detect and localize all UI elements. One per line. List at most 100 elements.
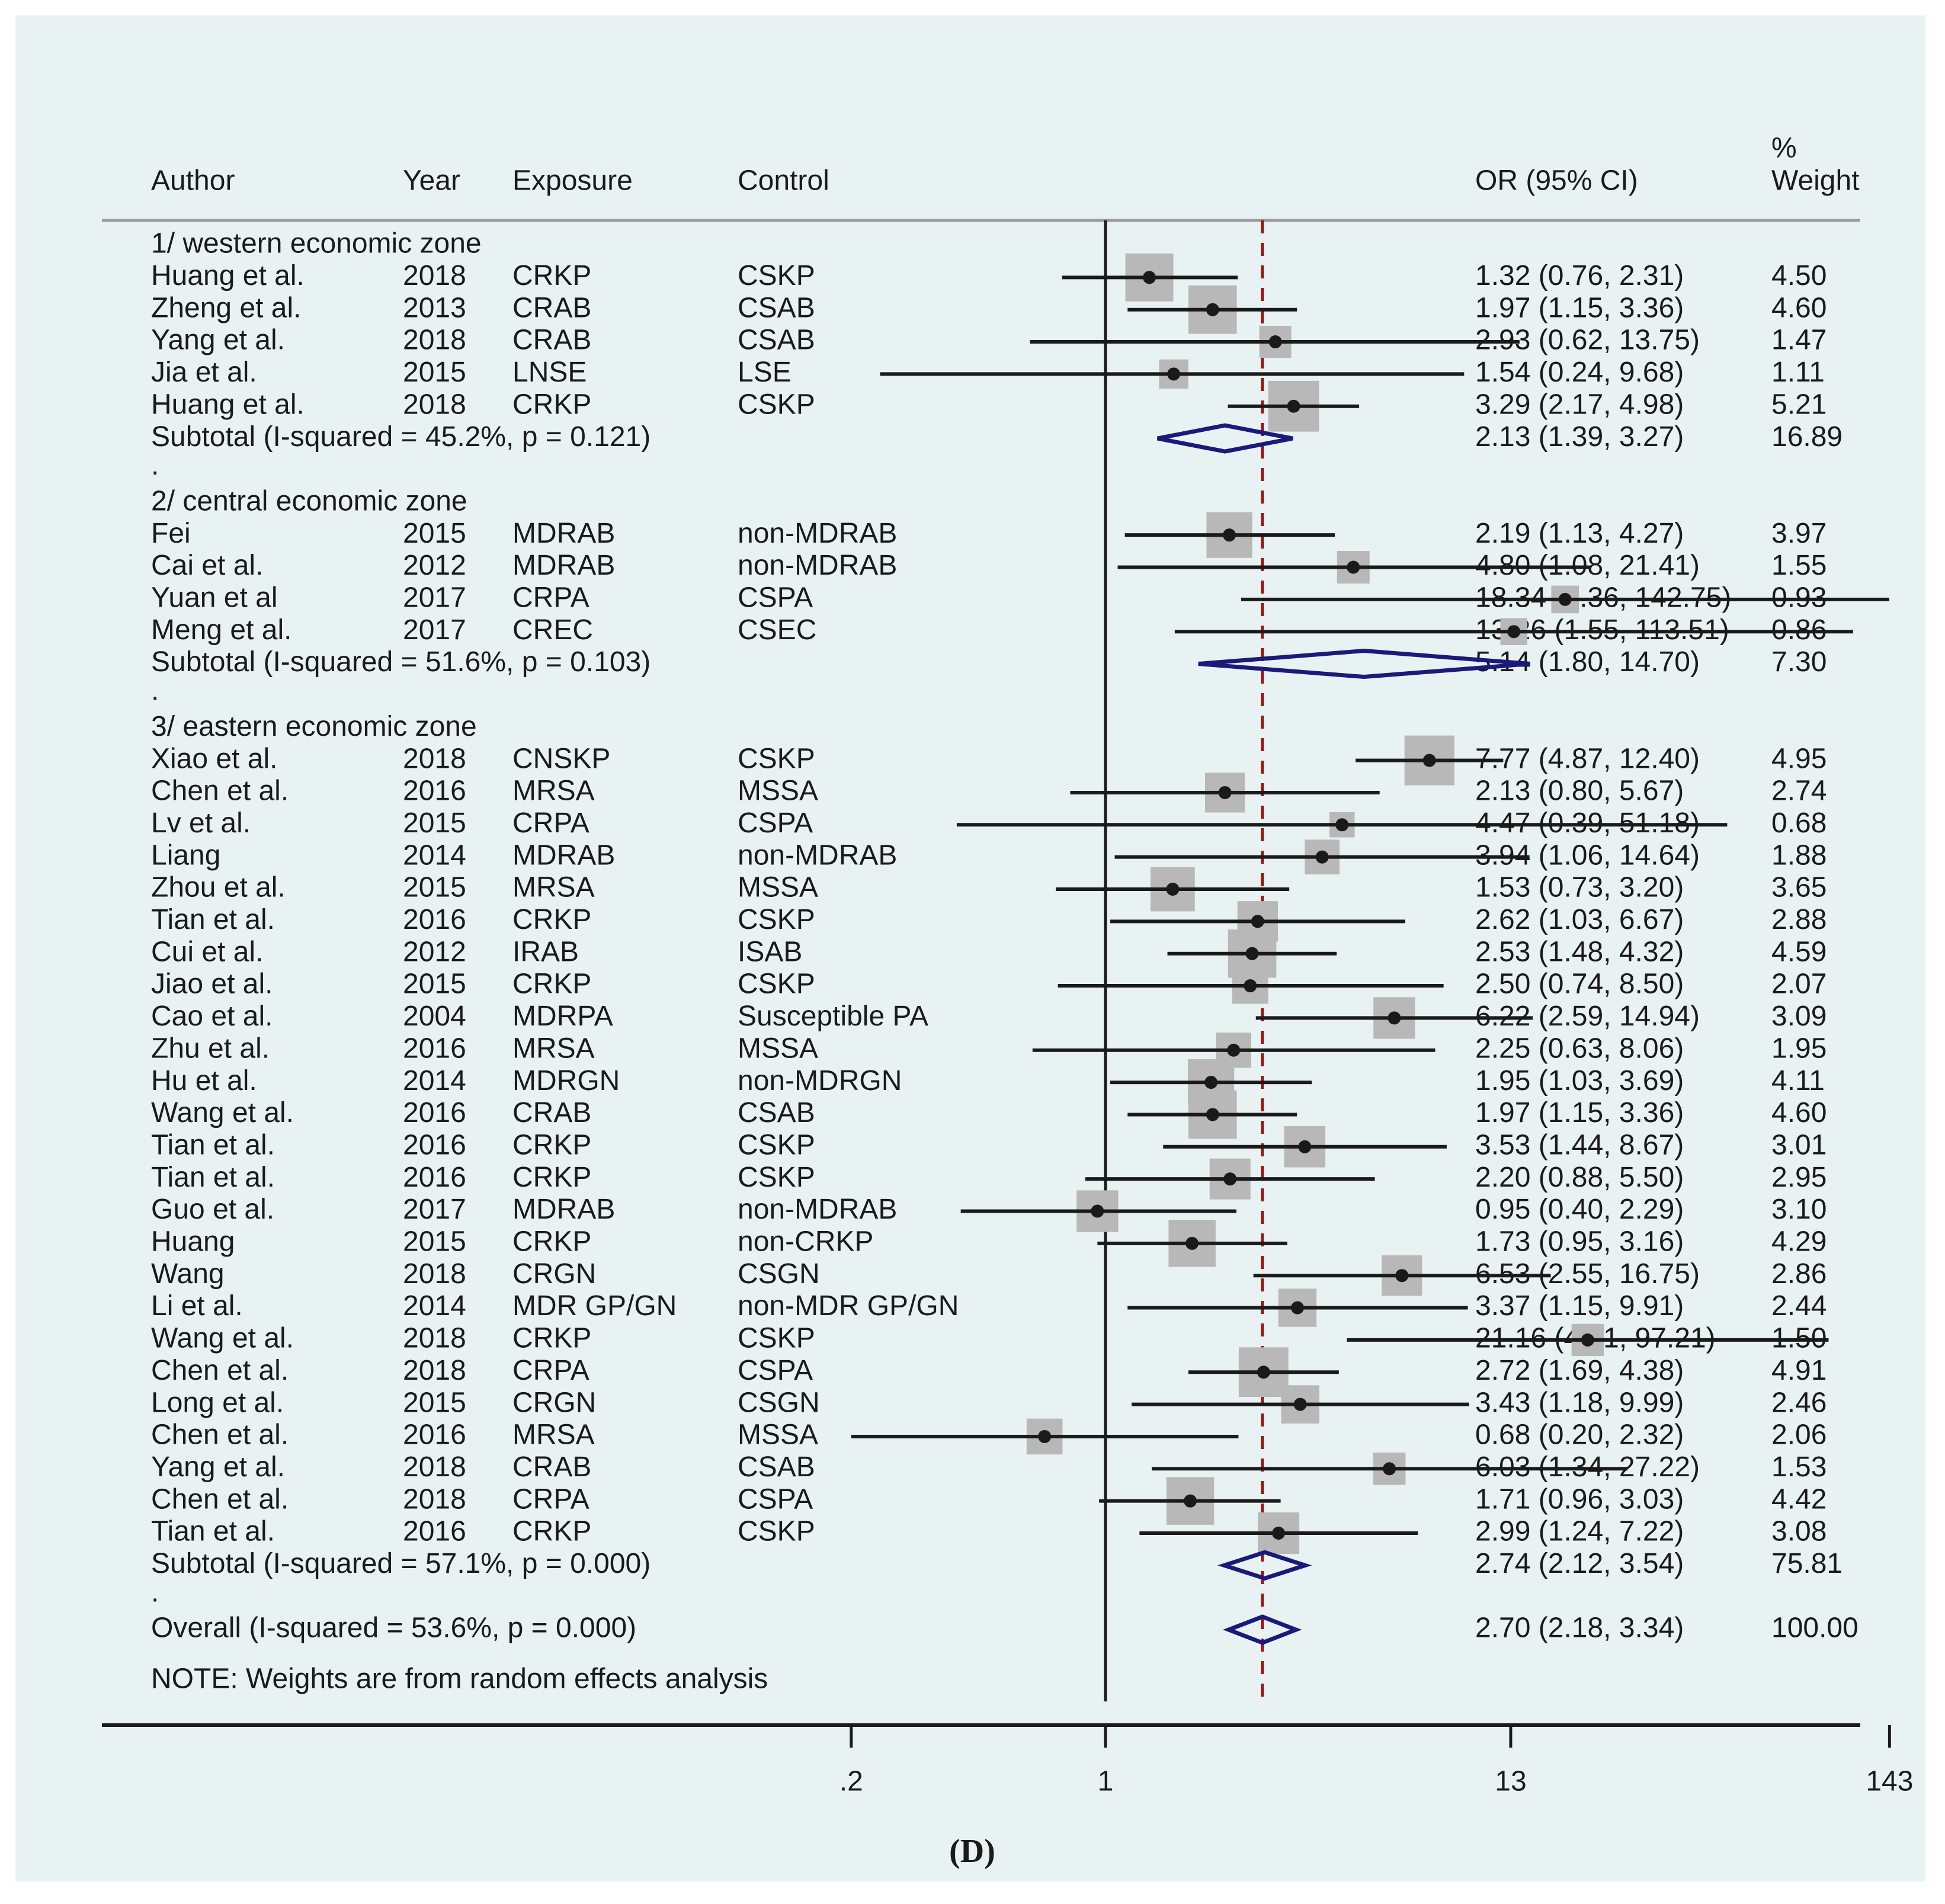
study-author: Jia et al. — [151, 357, 257, 388]
study-exposure: CRKP — [512, 904, 591, 935]
study-weight: 4.50 — [1771, 260, 1827, 291]
study-control: CSKP — [738, 743, 815, 774]
study-control: non-CRKP — [738, 1226, 873, 1258]
study-control: CSAB — [738, 1451, 815, 1483]
study-or-ci: 1.71 (0.96, 3.03) — [1475, 1483, 1684, 1515]
study-exposure: CRAB — [512, 325, 591, 356]
study-author: Lv et al. — [151, 807, 251, 839]
study-control: non-MDRAB — [738, 1194, 897, 1225]
subtotal-or-ci: 2.74 (2.12, 3.54) — [1475, 1548, 1684, 1579]
study-control: CSPA — [738, 1355, 813, 1386]
study-author: Yang et al. — [151, 325, 285, 356]
study-author: Huang — [151, 1226, 235, 1258]
study-year: 2018 — [403, 260, 466, 291]
study-weight: 2.95 — [1771, 1162, 1827, 1193]
study-exposure: CRKP — [512, 1162, 591, 1193]
figure-panel — [15, 15, 1925, 1881]
study-year: 2016 — [403, 1162, 466, 1193]
study-exposure: MDRGN — [512, 1065, 620, 1097]
study-control: CSPA — [738, 807, 813, 839]
study-weight: 3.65 — [1771, 872, 1827, 903]
study-or-ci: 1.97 (1.15, 3.36) — [1475, 1097, 1684, 1129]
study-control: CSKP — [738, 904, 815, 935]
study-exposure: CREC — [512, 614, 593, 646]
study-weight: 2.44 — [1771, 1290, 1827, 1322]
study-point — [1395, 1269, 1409, 1283]
study-control: CSKP — [738, 1162, 815, 1193]
study-weight: 1.88 — [1771, 839, 1827, 871]
study-exposure: CRAB — [512, 1097, 591, 1129]
overall-label: Overall (I-squared = 53.6%, p = 0.000) — [151, 1613, 636, 1644]
study-control: CSKP — [738, 260, 815, 291]
spacer-dot: . — [151, 1576, 159, 1608]
subtotal-diamond — [1198, 649, 1531, 679]
study-author: Xiao et al. — [151, 743, 277, 774]
study-or-ci: 2.19 (1.13, 4.27) — [1475, 518, 1684, 549]
study-year: 2015 — [403, 1226, 466, 1258]
study-control: CSKP — [738, 1129, 815, 1161]
study-author: Huang et al. — [151, 389, 305, 420]
study-point — [1293, 1397, 1307, 1411]
study-weight: 1.11 — [1771, 357, 1825, 388]
study-weight: 4.42 — [1771, 1483, 1827, 1515]
study-year: 2015 — [403, 357, 466, 388]
study-author: Long et al. — [151, 1387, 284, 1418]
study-control: MSSA — [738, 1033, 818, 1064]
study-year: 2015 — [403, 807, 466, 839]
study-weight: 2.06 — [1771, 1419, 1827, 1451]
subtotal-label: Subtotal (I-squared = 57.1%, p = 0.000) — [151, 1548, 651, 1579]
study-point — [1167, 367, 1181, 381]
study-author: Tian et al. — [151, 1129, 275, 1161]
study-exposure: CRKP — [512, 1323, 591, 1354]
subgroup-header: 3/ eastern economic zone — [151, 711, 477, 742]
study-or-ci: 2.13 (0.80, 5.67) — [1475, 775, 1684, 807]
study-year: 2015 — [403, 872, 466, 903]
study-year: 2016 — [403, 1033, 466, 1064]
study-exposure: CRAB — [512, 292, 591, 323]
study-year: 2016 — [403, 904, 466, 935]
study-control: MSSA — [738, 872, 818, 903]
study-point — [1268, 335, 1282, 349]
study-point — [1335, 818, 1349, 832]
study-year: 2014 — [403, 839, 466, 871]
study-author: Tian et al. — [151, 1516, 275, 1547]
study-year: 2017 — [403, 614, 466, 646]
study-weight: 1.47 — [1771, 325, 1827, 356]
study-weight: 4.29 — [1771, 1226, 1827, 1258]
study-point — [1272, 1527, 1286, 1540]
study-point — [1388, 1011, 1401, 1025]
study-control: non-MDRAB — [738, 550, 897, 581]
study-year: 2018 — [403, 1258, 466, 1290]
study-weight: 1.55 — [1771, 550, 1827, 581]
study-year: 2018 — [403, 325, 466, 356]
study-weight: 3.97 — [1771, 518, 1827, 549]
study-year: 2015 — [403, 969, 466, 1000]
study-weight: 4.59 — [1771, 936, 1827, 967]
study-or-ci: 3.53 (1.44, 8.67) — [1475, 1129, 1684, 1161]
subtotal-or-ci: 2.13 (1.39, 3.27) — [1475, 421, 1684, 453]
study-year: 2018 — [403, 743, 466, 774]
study-weight: 4.95 — [1771, 743, 1827, 774]
study-year: 2016 — [403, 775, 466, 807]
study-weight: 4.60 — [1771, 1097, 1827, 1129]
study-point — [1206, 1108, 1219, 1121]
study-control: CSAB — [738, 325, 815, 356]
study-control: CSEC — [738, 614, 816, 646]
study-point — [1244, 979, 1257, 993]
study-exposure: CRPA — [512, 1483, 589, 1515]
study-control: CSAB — [738, 1097, 815, 1129]
study-exposure: MDR GP/GN — [512, 1290, 677, 1322]
study-control: Susceptible PA — [738, 1001, 928, 1032]
study-control: non-MDR GP/GN — [738, 1290, 959, 1322]
study-year: 2012 — [403, 936, 466, 967]
study-point — [1347, 560, 1360, 574]
study-or-ci: 2.20 (0.88, 5.50) — [1475, 1162, 1684, 1193]
study-year: 2018 — [403, 1323, 466, 1354]
study-or-ci: 2.25 (0.63, 8.06) — [1475, 1033, 1684, 1064]
study-point — [1245, 947, 1259, 960]
study-year: 2016 — [403, 1419, 466, 1451]
study-exposure: MDRAB — [512, 518, 615, 549]
study-point — [1383, 1462, 1396, 1476]
study-point — [1298, 1140, 1312, 1153]
study-point — [1227, 1043, 1241, 1057]
